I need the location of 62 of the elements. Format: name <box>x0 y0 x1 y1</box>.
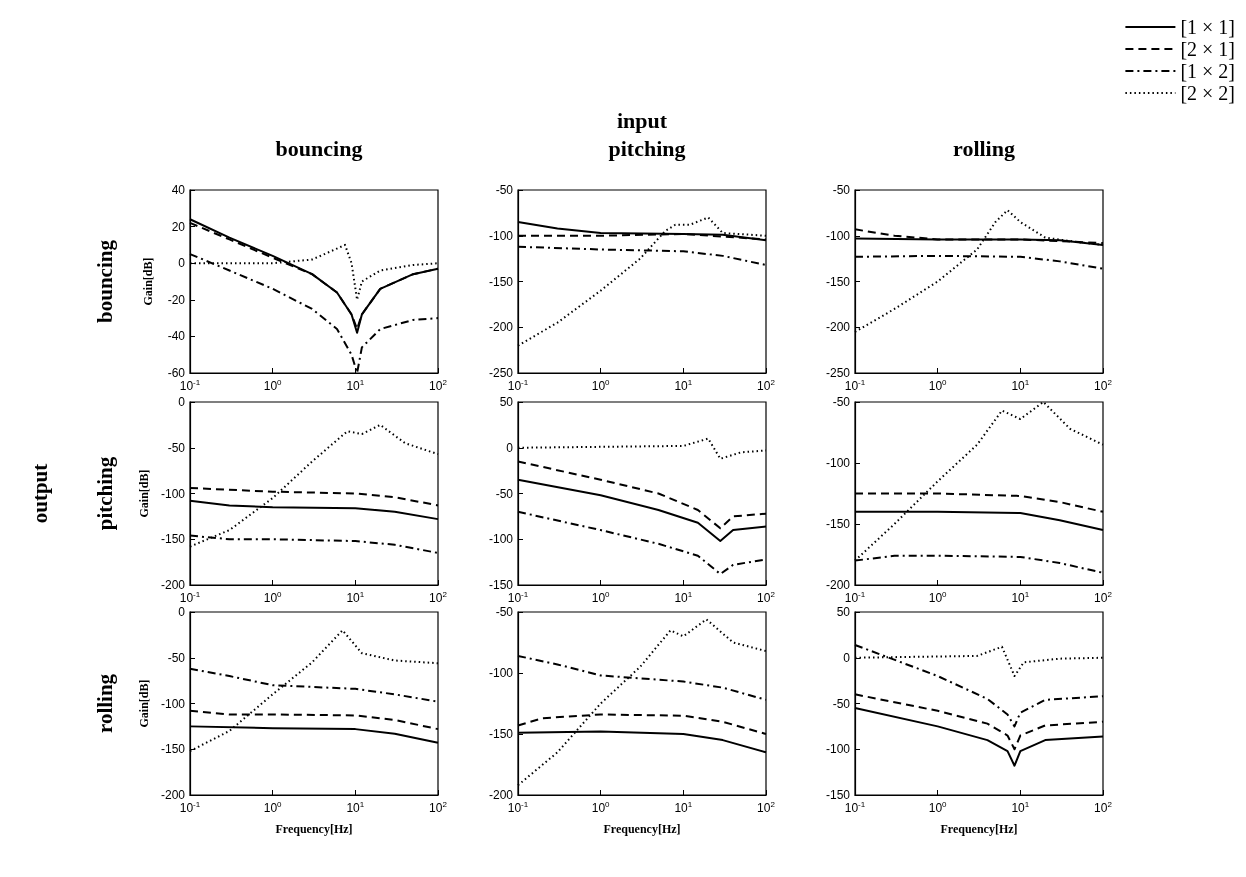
legend-label: [2 × 2] <box>1180 82 1236 104</box>
y-tick-label: -50 <box>832 183 851 197</box>
text: bouncing <box>93 239 117 323</box>
y-tick-label: -100 <box>825 228 851 243</box>
y-tick-label: -200 <box>825 578 851 592</box>
y-tick-label: -100 <box>160 696 186 711</box>
y-tick-label: -50 <box>832 696 851 711</box>
y-tick-label: -150 <box>825 274 851 289</box>
y-tick-label: -200 <box>488 320 514 335</box>
y-tick-label: -50 <box>832 395 851 409</box>
y-tick-label: -50 <box>167 440 186 455</box>
y-tick-label: 0 <box>178 605 186 619</box>
text: output <box>28 463 52 524</box>
y-axis-title: Gain[dB] <box>137 469 152 518</box>
y-tick-label: -200 <box>825 320 851 335</box>
y-tick-label: -150 <box>160 532 186 547</box>
y-tick-label: -50 <box>495 486 514 501</box>
y-axis-title: Gain[dB] <box>137 679 152 728</box>
legend-label: [1 × 1] <box>1180 16 1236 38</box>
y-tick-label: -100 <box>825 742 851 757</box>
y-tick-label: 40 <box>171 183 186 197</box>
y-tick-label: -100 <box>488 666 514 680</box>
x-axis-title: Frequency[Hz] <box>603 822 681 836</box>
y-tick-label: -100 <box>160 486 186 501</box>
y-tick-label: -40 <box>167 329 186 344</box>
x-axis-title: Frequency[Hz] <box>275 822 353 836</box>
text: rolling <box>93 673 117 734</box>
y-tick-label: 50 <box>836 605 851 619</box>
y-tick-label: 0 <box>843 650 851 665</box>
chart-title: rolling <box>953 135 1015 161</box>
y-tick-label: -100 <box>488 228 514 243</box>
legend-label: [1 × 2] <box>1180 60 1236 82</box>
chart-title: bouncing <box>275 135 363 161</box>
y-tick-label: -150 <box>825 788 851 802</box>
y-tick-label: -150 <box>488 578 514 592</box>
y-tick-label: -150 <box>488 274 514 289</box>
y-tick-label: -250 <box>488 366 514 380</box>
legend-label: [2 × 1] <box>1180 38 1236 60</box>
y-tick-label: -100 <box>825 456 851 470</box>
y-tick-label: -150 <box>488 727 514 741</box>
y-tick-label: 0 <box>178 395 186 409</box>
y-tick-label: -250 <box>825 366 851 380</box>
y-tick-label: -50 <box>495 605 514 619</box>
y-tick-label: 50 <box>499 395 514 409</box>
y-tick-label: -200 <box>488 788 514 802</box>
y-tick-label: -50 <box>495 183 514 197</box>
y-tick-label: -150 <box>825 517 851 531</box>
y-tick-label: 0 <box>506 440 514 455</box>
y-tick-label: -50 <box>167 650 186 665</box>
y-tick-label: 20 <box>171 219 186 234</box>
text: input <box>616 107 668 133</box>
y-tick-label: -150 <box>160 742 186 757</box>
y-tick-label: -60 <box>167 366 186 380</box>
y-tick-label: -200 <box>160 578 186 592</box>
y-tick-label: -200 <box>160 788 186 802</box>
x-axis-title: Frequency[Hz] <box>940 822 1018 836</box>
y-axis-title: Gain[dB] <box>141 257 155 306</box>
chart-title: pitching <box>608 135 686 161</box>
text: pitching <box>93 456 117 531</box>
y-tick-label: -20 <box>167 292 186 307</box>
y-tick-label: -100 <box>488 532 514 547</box>
y-tick-label: 0 <box>178 256 186 271</box>
